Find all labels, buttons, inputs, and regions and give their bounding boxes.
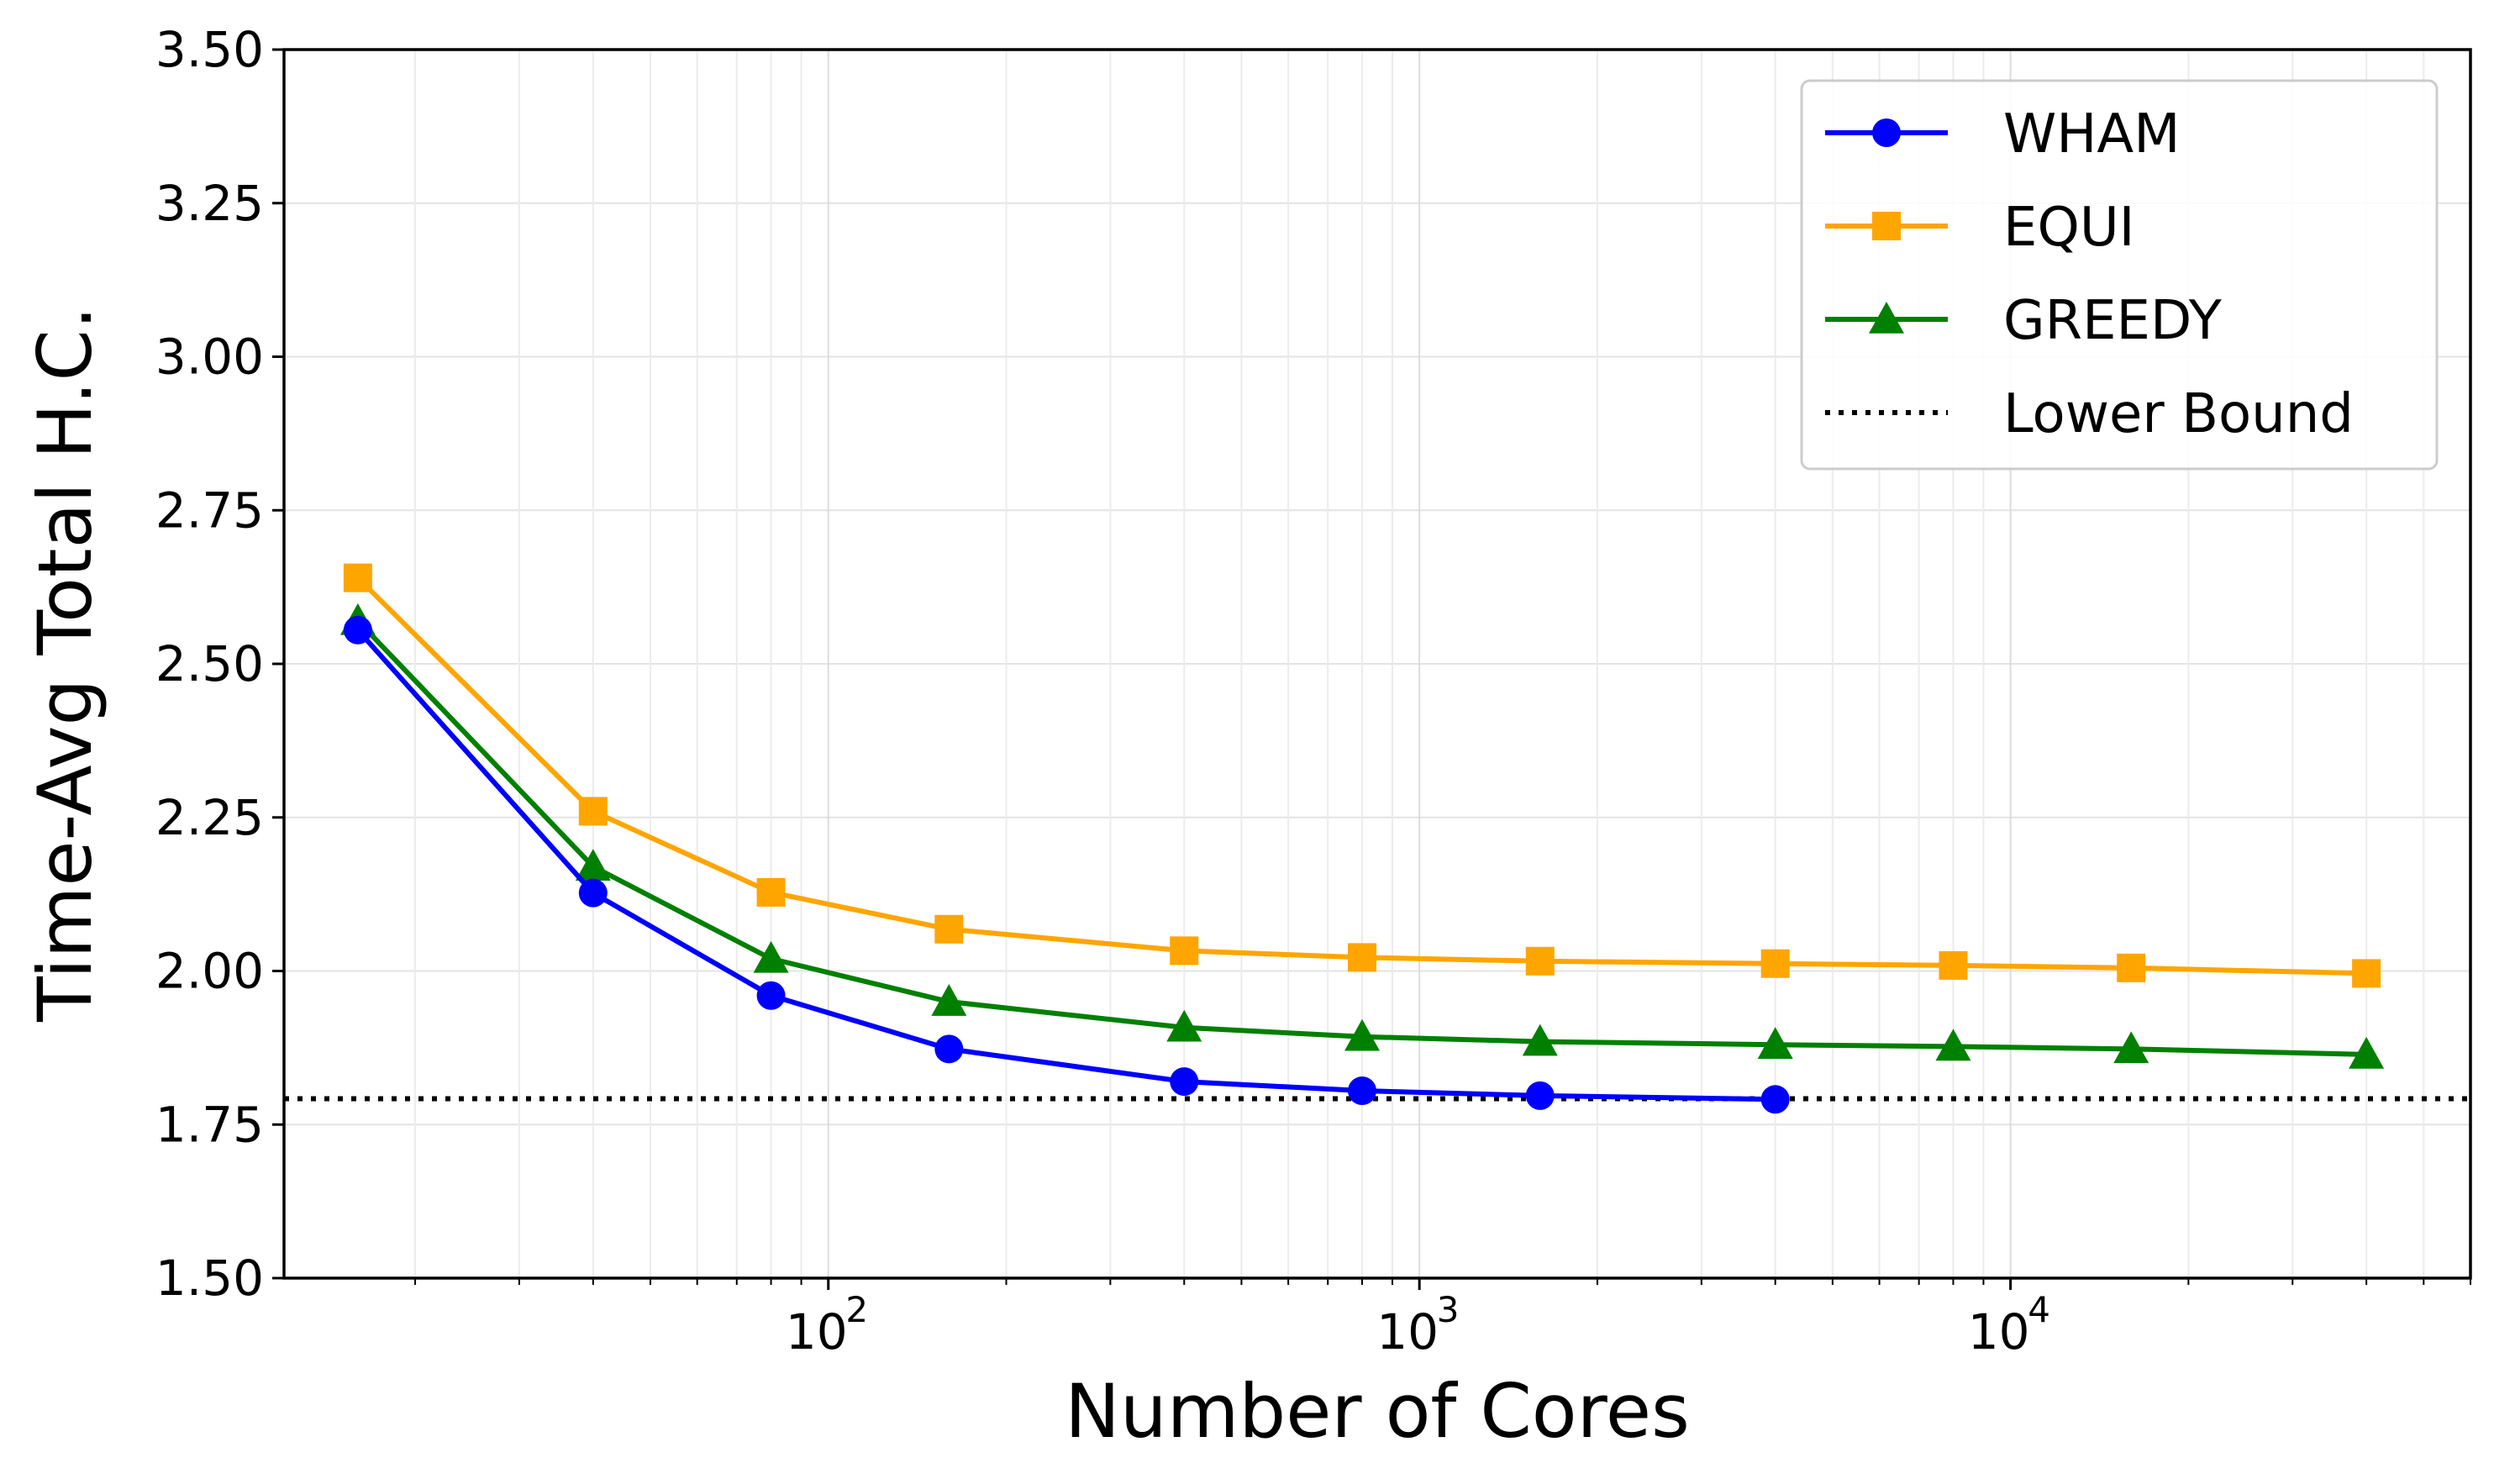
x-tick-label-base: 10 bbox=[786, 1303, 848, 1360]
legend-swatch-marker bbox=[1872, 118, 1901, 147]
greedy-point bbox=[575, 849, 611, 881]
y-tick-label: 2.50 bbox=[155, 635, 264, 692]
series-equi bbox=[343, 563, 2381, 988]
y-tick-label: 2.00 bbox=[155, 943, 264, 1000]
y-tick-label: 1.50 bbox=[155, 1250, 264, 1307]
series-greedy bbox=[339, 603, 2385, 1069]
wham-line bbox=[355, 628, 1776, 1102]
legend-item: EQUI bbox=[1825, 197, 2135, 259]
series-layer bbox=[284, 563, 2470, 1114]
x-tick-label-exponent: 3 bbox=[1437, 1289, 1460, 1330]
legend-box bbox=[1800, 79, 2439, 471]
wham-point bbox=[1760, 1085, 1790, 1114]
equi-point bbox=[1348, 943, 1377, 972]
x-tick-label-base: 10 bbox=[1376, 1303, 1439, 1360]
greedy-point bbox=[2113, 1031, 2149, 1064]
series-wham bbox=[343, 615, 1790, 1114]
legend: WHAM EQUI GREEDY Lower Bound bbox=[1800, 79, 2439, 471]
wham-point bbox=[934, 1034, 964, 1064]
x-tick-label-exponent: 2 bbox=[845, 1289, 868, 1330]
greedy-point bbox=[753, 940, 789, 973]
y-axis-ticks: 1.50 1.75 2.00 2.25 2.50 2.75 3.00 3.25 3.50 bbox=[155, 21, 284, 1307]
x-tick-label: 103 bbox=[1376, 1289, 1459, 1360]
greedy-point bbox=[1935, 1029, 1971, 1061]
x-axis-ticks: 102 103 104 bbox=[414, 1278, 2471, 1360]
wham-point bbox=[1170, 1067, 1199, 1097]
equi-point bbox=[2117, 953, 2146, 982]
greedy-point bbox=[1522, 1024, 1558, 1056]
legend-label: Lower Bound bbox=[2003, 383, 2354, 445]
legend-swatch-marker bbox=[1872, 212, 1901, 240]
legend-label: GREEDY bbox=[2003, 290, 2223, 352]
greedy-point bbox=[1757, 1027, 1793, 1060]
y-tick-label: 3.50 bbox=[155, 21, 264, 78]
greedy-point bbox=[2349, 1036, 2385, 1069]
y-tick-label: 3.00 bbox=[155, 329, 264, 386]
legend-item: WHAM bbox=[1825, 103, 2180, 166]
legend-item: Lower Bound bbox=[1825, 383, 2354, 445]
x-tick-label: 104 bbox=[1968, 1289, 2050, 1360]
equi-point bbox=[1760, 949, 1790, 978]
equi-point bbox=[934, 914, 964, 944]
wham-point bbox=[343, 615, 372, 645]
equi-point bbox=[1170, 936, 1199, 966]
equi-point bbox=[756, 877, 786, 907]
plot-frame bbox=[282, 48, 2472, 1280]
equi-point bbox=[343, 563, 372, 592]
x-tick-label: 102 bbox=[786, 1289, 868, 1360]
y-tick-label: 2.75 bbox=[155, 482, 264, 539]
y-tick-label: 1.75 bbox=[155, 1096, 264, 1153]
greedy-point bbox=[1166, 1009, 1202, 1042]
equi-point bbox=[578, 797, 608, 826]
greedy-point bbox=[1344, 1018, 1381, 1051]
wham-point bbox=[756, 981, 786, 1010]
wham-point bbox=[578, 878, 608, 908]
y-tick-label: 2.25 bbox=[155, 789, 264, 846]
x-tick-label-base: 10 bbox=[1968, 1303, 2030, 1360]
y-tick-label: 3.25 bbox=[155, 175, 264, 232]
legend-item: GREEDY bbox=[1825, 290, 2223, 352]
equi-point bbox=[1525, 946, 1555, 976]
greedy-point bbox=[931, 984, 967, 1016]
equi-point bbox=[2352, 959, 2381, 988]
equi-point bbox=[1939, 950, 1968, 980]
wham-point bbox=[1348, 1076, 1377, 1106]
legend-label: EQUI bbox=[2003, 197, 2135, 259]
x-axis-title: Number of Cores bbox=[1065, 1368, 1690, 1455]
y-axis-title: Time-Avg Total H.C. bbox=[22, 306, 108, 1023]
legend-label: WHAM bbox=[2003, 103, 2180, 166]
legend-swatch-marker bbox=[1869, 302, 1904, 334]
wham-point bbox=[1525, 1081, 1555, 1110]
x-tick-label-exponent: 4 bbox=[2028, 1289, 2050, 1330]
